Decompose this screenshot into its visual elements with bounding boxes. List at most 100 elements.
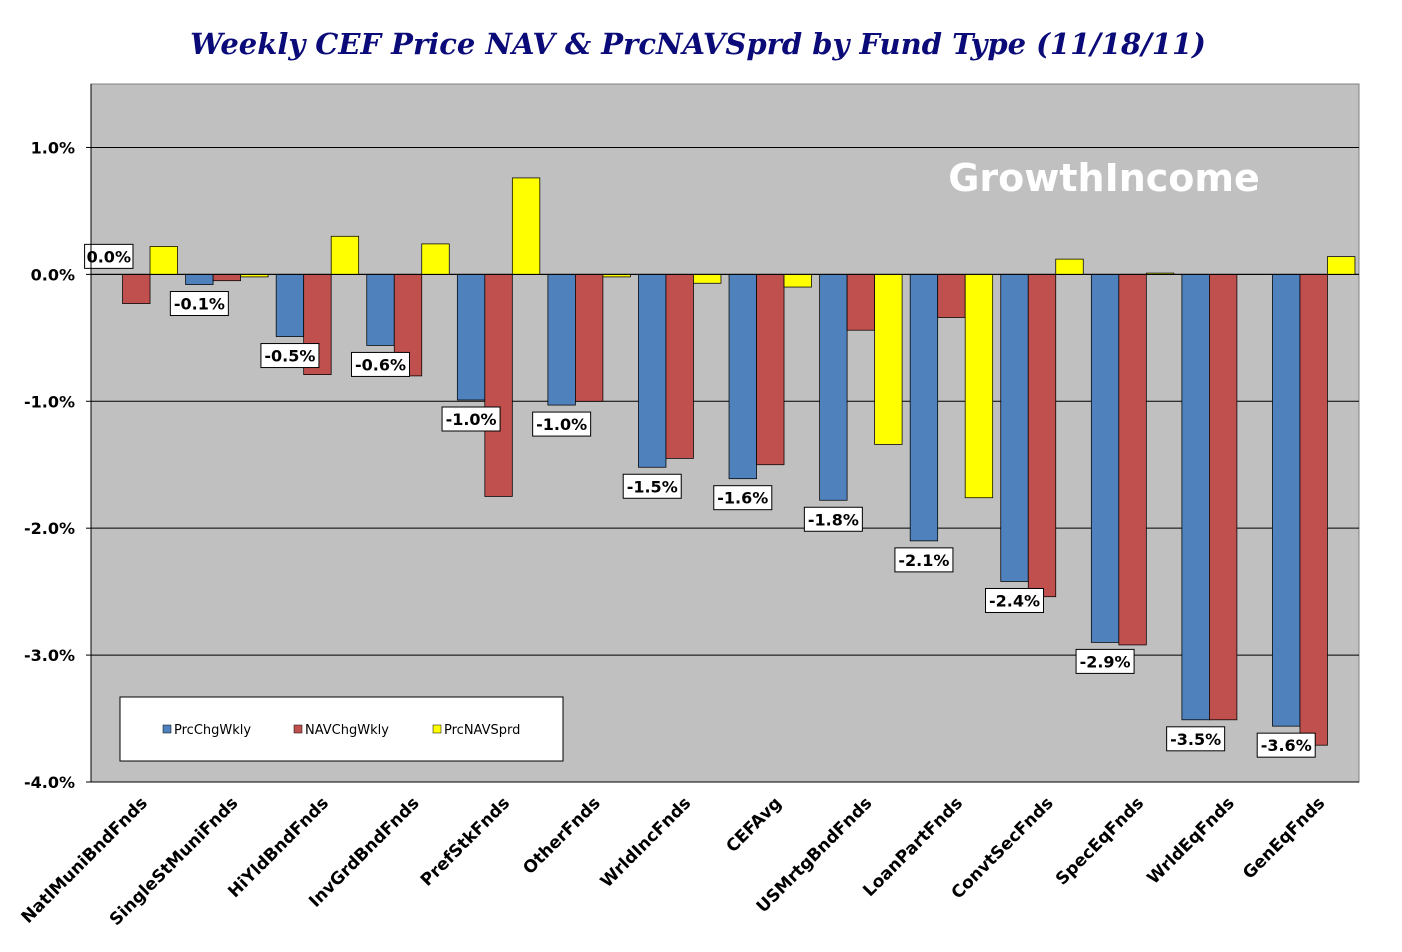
bar-navchgwkly-cefavg — [756, 273, 785, 466]
plot-area — [90, 83, 1360, 783]
bar-navchgwkly-geneqfnds — [1299, 273, 1328, 746]
y-tick-label-1: 0.0% — [31, 265, 75, 284]
bar-prcchgwkly-singlestmunifnds — [185, 273, 214, 285]
bar-navchgwkly-usmrtgbndfnds — [846, 273, 875, 331]
watermark: GrowthIncome — [948, 156, 1260, 200]
data-labels: 0.0% -0.1% -0.5% -0.6% -1.0% -1.0% -1.5% -1.6% -… — [84, 243, 1316, 758]
x-tick-label-speceqfnds: SpecEqFnds — [1052, 793, 1148, 889]
y-tick-label-4: -3.0% — [24, 646, 75, 665]
data-label-box-speceqfnds — [1075, 648, 1135, 674]
legend-box — [119, 696, 564, 762]
data-label-text-invgrdbndfnds: -0.6% — [355, 355, 406, 374]
data-label-cefavg: -1.6% — [713, 485, 773, 511]
bar-navchgwkly-prefstkfnds — [484, 273, 513, 497]
y-tick-label-0: 1.0% — [31, 138, 75, 157]
bar-navchgwkly-singlestmunifnds — [212, 273, 241, 282]
data-label-box-cefavg — [713, 485, 773, 511]
bar-prcnavsprd-loanpartfnds — [964, 273, 994, 499]
data-label-singlestmunifnds: -0.1% — [169, 291, 229, 317]
bar-navchgwkly-speceqfnds — [1118, 273, 1147, 646]
data-label-box-convtsecfnds — [985, 587, 1044, 613]
data-label-text-geneqfnds: -3.6% — [1261, 736, 1312, 755]
data-label-prefstkfnds: -1.0% — [441, 406, 501, 432]
bar-prcnavsprd-geneqfnds — [1327, 256, 1356, 275]
data-label-box-wrldincfnds — [622, 473, 682, 499]
data-label-loanpartfnds: -2.1% — [894, 547, 954, 573]
bar-prcnavsprd-wrldincfnds — [693, 273, 722, 284]
data-label-box-invgrdbndfnds — [351, 351, 410, 377]
bar-prcchgwkly-prefstkfnds — [456, 273, 486, 401]
legend-swatch-prcnavsprd — [432, 724, 442, 734]
bar-prcnavsprd-cefavg — [783, 273, 812, 288]
data-label-box-singlestmunifnds — [169, 291, 229, 317]
data-label-speceqfnds: -2.9% — [1075, 648, 1135, 674]
y-tick-label-2: -1.0% — [24, 392, 75, 411]
data-label-text-hiyldbndfnds: -0.5% — [264, 347, 315, 366]
y-tick-label-3: -2.0% — [24, 519, 75, 538]
data-label-text-wrldincfnds: -1.5% — [627, 477, 678, 496]
data-label-hiyldbndfnds: -0.5% — [260, 343, 320, 369]
bar-prcchgwkly-wrldincfnds — [638, 273, 667, 468]
data-label-convtsecfnds: -2.4% — [985, 587, 1044, 613]
chart-title: Weekly CEF Price NAV & PrcNAVSprd by Fun… — [190, 27, 1206, 61]
bar-prcchgwkly-otherfnds — [547, 273, 576, 406]
bar-prcchgwkly-hiyldbndfnds — [275, 273, 305, 337]
y-tick-label-5: -4.0% — [24, 773, 75, 792]
bar-navchgwkly-otherfnds — [575, 273, 604, 402]
data-label-text-natlmunibndfnds: 0.0% — [87, 247, 131, 266]
data-label-text-prefstkfnds: -1.0% — [446, 410, 497, 429]
bar-navchgwkly-wrldincfnds — [665, 273, 694, 459]
bar-prcnavsprd-usmrtgbndfnds — [874, 273, 903, 445]
bar-navchgwkly-natlmunibndfnds — [122, 273, 151, 304]
x-tick-label-wrldincfnds: WrldIncFnds — [597, 793, 696, 892]
data-label-box-geneqfnds — [1256, 732, 1316, 758]
data-label-text-usmrtgbndfnds: -1.8% — [808, 510, 859, 529]
data-label-text-convtsecfnds: -2.4% — [989, 591, 1040, 610]
bar-navchgwkly-convtsecfnds — [1027, 273, 1057, 598]
x-tick-label-cefavg: CEFAvg — [722, 793, 785, 856]
bar-prcchgwkly-cefavg — [728, 273, 757, 480]
data-label-text-speceqfnds: -2.9% — [1080, 652, 1131, 671]
bar-prcchgwkly-invgrdbndfnds — [366, 273, 395, 346]
x-tick-label-otherfnds: OtherFnds — [519, 793, 604, 878]
bar-navchgwkly-loanpartfnds — [937, 273, 966, 318]
bar-prcchgwkly-speceqfnds — [1090, 273, 1120, 643]
data-label-natlmunibndfnds: 0.0% — [84, 243, 134, 269]
data-label-text-loanpartfnds: -2.1% — [898, 551, 949, 570]
data-label-otherfnds: -1.0% — [532, 411, 592, 437]
legend-label-prcnavsprd: PrcNAVSprd — [444, 723, 520, 738]
x-tick-label-geneqfnds: GenEqFnds — [1239, 793, 1329, 883]
legend-swatch-navchgwkly — [293, 724, 303, 734]
data-label-text-cefavg: -1.6% — [717, 489, 768, 508]
bar-prcchgwkly-loanpartfnds — [909, 273, 939, 542]
data-label-box-wrldeqfnds — [1166, 726, 1226, 752]
bar-prcchgwkly-convtsecfnds — [1000, 273, 1029, 582]
bar-prcchgwkly-geneqfnds — [1272, 273, 1301, 727]
bar-prcchgwkly-usmrtgbndfnds — [819, 273, 848, 501]
data-label-text-otherfnds: -1.0% — [536, 415, 587, 434]
data-label-box-usmrtgbndfnds — [803, 506, 863, 532]
data-label-text-singlestmunifnds: -0.1% — [174, 295, 225, 314]
x-tick-label-wrldeqfnds: WrldEqFnds — [1143, 793, 1238, 888]
data-label-wrldeqfnds: -3.5% — [1166, 726, 1226, 752]
x-axis-labels: NatlMuniBndFndsSingleStMuniFndsHiYldBndF… — [18, 793, 1330, 929]
data-label-box-otherfnds — [532, 411, 592, 437]
data-label-invgrdbndfnds: -0.6% — [351, 351, 410, 377]
bar-prcnavsprd-invgrdbndfnds — [421, 243, 450, 275]
data-label-box-hiyldbndfnds — [260, 343, 320, 369]
data-label-box-natlmunibndfnds — [84, 243, 134, 269]
bar-prcnavsprd-prefstkfnds — [511, 177, 541, 275]
legend-label-prcchgwkly: PrcChgWkly — [174, 723, 251, 738]
bar-prcchgwkly-wrldeqfnds — [1181, 273, 1210, 721]
data-label-usmrtgbndfnds: -1.8% — [803, 506, 863, 532]
legend-label-navchgwkly: NAVChgWkly — [305, 723, 389, 738]
bar-prcnavsprd-convtsecfnds — [1055, 258, 1084, 275]
data-label-text-wrldeqfnds: -3.5% — [1170, 730, 1221, 749]
data-label-wrldincfnds: -1.5% — [622, 473, 682, 499]
y-axis-ticks: 1.0% 0.0% -1.0% -2.0% -3.0% -4.0% — [24, 84, 92, 792]
legend-swatch-prcchgwkly — [162, 724, 172, 734]
bar-prcnavsprd-hiyldbndfnds — [330, 235, 360, 275]
bars — [91, 177, 1359, 746]
legend: PrcChgWkly NAVChgWkly PrcNAVSprd — [119, 696, 564, 762]
